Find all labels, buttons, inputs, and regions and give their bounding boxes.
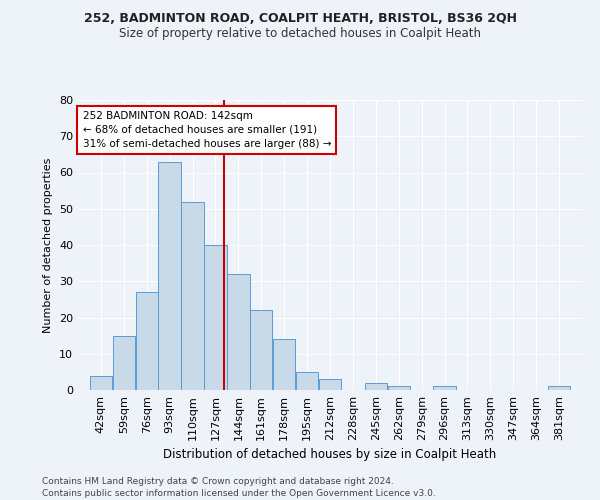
Text: Size of property relative to detached houses in Coalpit Heath: Size of property relative to detached ho… [119,28,481,40]
Text: Contains public sector information licensed under the Open Government Licence v3: Contains public sector information licen… [42,489,436,498]
Bar [227,274,250,390]
Bar [365,383,387,390]
Bar [204,245,227,390]
Bar [158,162,181,390]
Bar [433,386,456,390]
Bar [89,376,112,390]
Text: 252, BADMINTON ROAD, COALPIT HEATH, BRISTOL, BS36 2QH: 252, BADMINTON ROAD, COALPIT HEATH, BRIS… [83,12,517,26]
Bar [250,310,272,390]
Bar [296,372,319,390]
Bar [273,339,295,390]
Bar [136,292,158,390]
X-axis label: Distribution of detached houses by size in Coalpit Heath: Distribution of detached houses by size … [163,448,497,462]
Bar [181,202,204,390]
Text: 252 BADMINTON ROAD: 142sqm
← 68% of detached houses are smaller (191)
31% of sem: 252 BADMINTON ROAD: 142sqm ← 68% of deta… [83,111,331,149]
Bar [113,336,135,390]
Bar [548,386,571,390]
Bar [388,386,410,390]
Text: Contains HM Land Registry data © Crown copyright and database right 2024.: Contains HM Land Registry data © Crown c… [42,478,394,486]
Y-axis label: Number of detached properties: Number of detached properties [43,158,53,332]
Bar [319,379,341,390]
